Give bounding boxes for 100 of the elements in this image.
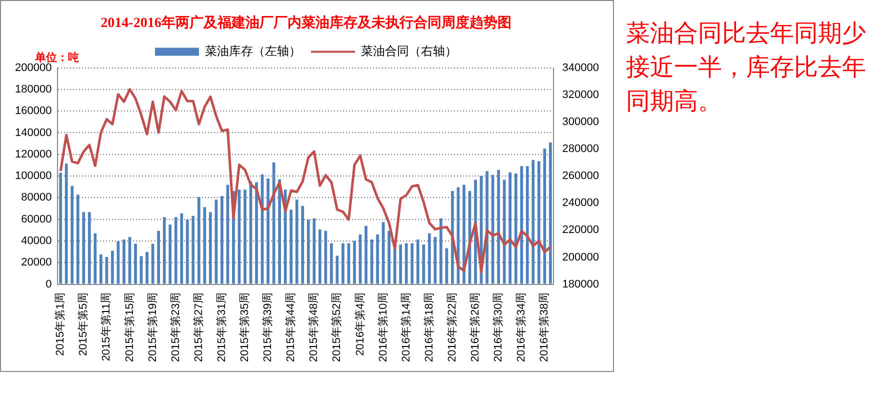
bar xyxy=(399,244,402,284)
x-tick-label: 2015年第27周 xyxy=(192,292,205,362)
bar xyxy=(134,244,137,284)
y2-tick-label: 220000 xyxy=(562,224,600,236)
bar xyxy=(428,233,431,284)
x-tick-label: 2016年第34周 xyxy=(516,292,528,362)
bar xyxy=(548,142,552,284)
bar xyxy=(526,166,529,284)
x-tick-label: 2015年第31周 xyxy=(216,292,228,362)
bar xyxy=(168,224,172,284)
bar xyxy=(88,212,91,284)
legend-label: 菜油库存（左轴） xyxy=(205,44,301,58)
bar xyxy=(290,210,293,284)
bar xyxy=(111,250,114,284)
bar xyxy=(100,254,102,284)
bar xyxy=(388,230,390,284)
y2-tick-label: 240000 xyxy=(562,197,600,210)
x-tick-label: 2015年第23周 xyxy=(170,292,182,362)
bar xyxy=(244,190,246,284)
bar xyxy=(416,239,420,284)
y-tick-label: 40000 xyxy=(21,235,52,248)
bar xyxy=(520,166,524,284)
bar xyxy=(434,236,437,284)
x-tick-label: 2015年第48周 xyxy=(308,292,320,362)
bar xyxy=(342,243,344,284)
x-tick-label: 2016年第26周 xyxy=(470,292,482,362)
y-tick-label: 160000 xyxy=(14,105,52,118)
x-tick-label: 2016年第10周 xyxy=(377,292,390,362)
bar xyxy=(486,171,488,284)
x-tick-label: 2015年第5周 xyxy=(78,292,90,356)
bar xyxy=(537,161,540,284)
bar xyxy=(532,160,535,284)
y-tick-label: 140000 xyxy=(14,126,52,139)
x-tick-label: 2016年第14周 xyxy=(400,292,412,362)
y2-tick-label: 320000 xyxy=(562,88,600,101)
y-tick-label: 200000 xyxy=(14,62,52,74)
y-tick-label: 180000 xyxy=(14,83,52,96)
x-tick-label: 2016年第4周 xyxy=(354,292,366,356)
x-tick-label: 2015年第11周 xyxy=(100,292,113,362)
bar xyxy=(220,196,224,284)
bar xyxy=(439,218,442,284)
x-tick-label: 2015年第44周 xyxy=(285,292,298,362)
x-tick-label: 2015年第15周 xyxy=(124,292,136,362)
bar xyxy=(122,239,126,284)
bar xyxy=(284,190,287,284)
bar xyxy=(180,213,184,284)
text: 单位：吨 xyxy=(34,50,79,64)
y-tick-label: 60000 xyxy=(21,213,52,226)
x-tick-label: 2016年第22周 xyxy=(446,292,458,362)
bar xyxy=(330,243,333,284)
bar xyxy=(497,170,500,284)
bar xyxy=(404,243,408,284)
bar xyxy=(514,174,518,284)
bar xyxy=(422,244,426,284)
bar xyxy=(186,220,189,284)
bar xyxy=(312,218,316,284)
bar xyxy=(306,220,310,284)
x-tick-label: 2016年第18周 xyxy=(423,292,436,362)
x-tick-label: 2015年第1周 xyxy=(54,292,67,356)
bar xyxy=(364,226,368,284)
x-tick-label: 2016年第38周 xyxy=(538,292,551,362)
bar xyxy=(82,212,86,284)
x-tick-label: 2015年第35周 xyxy=(239,292,252,362)
x-tick-label: 2015年第39周 xyxy=(262,292,274,362)
bar xyxy=(197,197,200,284)
bar xyxy=(324,230,328,284)
bar xyxy=(157,230,160,284)
bar xyxy=(278,179,281,284)
y-tick-label: 20000 xyxy=(21,256,52,269)
bar xyxy=(70,186,74,284)
bar xyxy=(353,240,356,284)
bar xyxy=(376,234,379,284)
y2-tick-label: 340000 xyxy=(562,62,600,74)
bar xyxy=(64,164,68,284)
bar xyxy=(59,172,62,284)
y-tick-label: 120000 xyxy=(14,148,52,160)
bar xyxy=(255,182,258,284)
bar xyxy=(208,212,212,284)
bar xyxy=(451,190,454,284)
bar xyxy=(462,184,466,284)
x-tick-label: 2015年第19周 xyxy=(146,292,159,362)
text: 菜油合同比去年同期少接近一半，库存比去年同期高。 xyxy=(626,18,866,117)
x-tick-label: 2015年第52周 xyxy=(331,292,344,362)
bar xyxy=(295,200,298,284)
x-tick-label: 2016年第30周 xyxy=(492,292,505,362)
y-tick-label: 80000 xyxy=(21,192,52,204)
y-tick-label: 0 xyxy=(46,278,52,290)
bar xyxy=(94,233,97,284)
legend-label: 菜油合同（右轴） xyxy=(361,44,457,58)
bar xyxy=(76,194,80,284)
bar xyxy=(301,206,304,284)
bar xyxy=(410,243,414,284)
bar xyxy=(266,178,270,284)
bar xyxy=(146,252,148,284)
y2-tick-label: 280000 xyxy=(562,143,600,156)
bar xyxy=(543,148,546,284)
bar xyxy=(318,230,322,284)
y-tick-label: 100000 xyxy=(14,170,52,182)
bar xyxy=(192,216,195,284)
y2-tick-label: 180000 xyxy=(562,278,600,290)
